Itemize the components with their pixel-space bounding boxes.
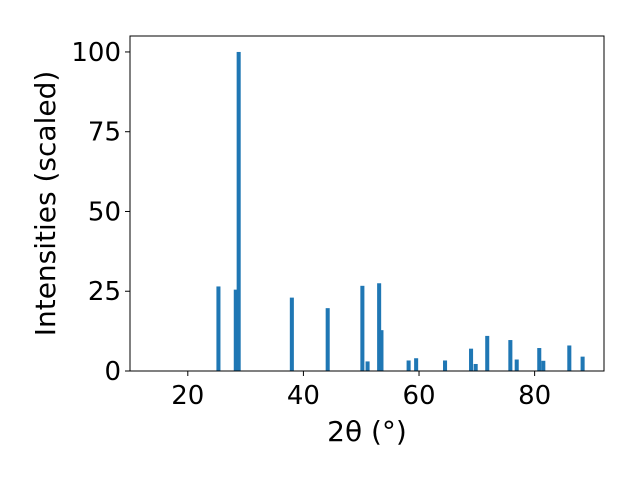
y-tick-label: 0	[104, 357, 121, 387]
y-tick-label: 75	[88, 118, 121, 148]
bar	[473, 363, 478, 371]
y-tick-label: 25	[88, 277, 121, 307]
bar	[379, 330, 384, 371]
bar	[233, 289, 238, 371]
bar	[360, 285, 365, 371]
bar	[537, 348, 542, 371]
bars-group	[216, 51, 585, 371]
bar	[216, 286, 221, 371]
bar	[406, 360, 411, 371]
bar	[469, 348, 474, 371]
bar	[236, 51, 241, 371]
bar	[414, 358, 419, 371]
x-tick-label: 60	[402, 381, 435, 411]
y-axis-ticks: 0 25 50 75 100	[71, 38, 130, 387]
bar	[514, 359, 519, 371]
plot-frame	[129, 35, 605, 372]
bar	[377, 283, 382, 371]
bar	[325, 308, 330, 371]
x-tick-label: 40	[287, 381, 320, 411]
bar	[485, 335, 490, 371]
bar	[541, 360, 546, 371]
bar	[289, 297, 294, 371]
y-tick-label: 50	[88, 197, 121, 227]
x-axis-ticks: 20 40 60 80	[171, 371, 551, 411]
bar	[567, 345, 572, 371]
x-tick-label: 20	[171, 381, 204, 411]
bar	[508, 340, 513, 371]
y-axis-label: Intensities (scaled)	[29, 71, 62, 337]
bar	[580, 356, 585, 371]
y-tick-label: 100	[71, 38, 121, 68]
x-tick-label: 80	[518, 381, 551, 411]
bar	[365, 361, 370, 371]
x-axis-label: 2θ (°)	[327, 415, 407, 448]
bar	[443, 360, 448, 371]
